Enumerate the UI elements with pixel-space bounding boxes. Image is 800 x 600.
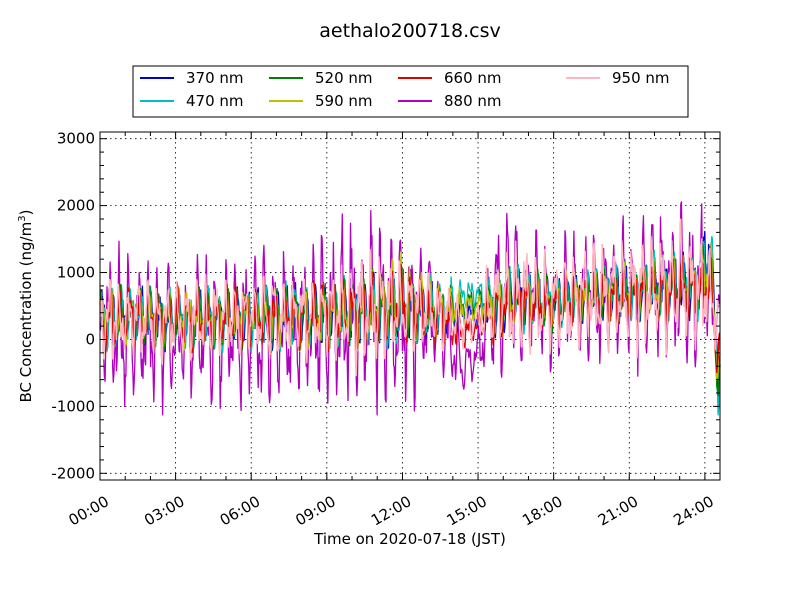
y-tick-label-2: 0: [85, 330, 95, 348]
x-axis-label: Time on 2020-07-18 (JST): [313, 530, 506, 548]
legend-label-880-nm: 880 nm: [444, 92, 502, 110]
y-tick-label-5: 3000: [57, 130, 95, 148]
legend-frame: [132, 65, 689, 118]
legend-label-520-nm: 520 nm: [315, 69, 373, 87]
plot-frame: [99, 131, 721, 481]
y-tick-label-0: -2000: [51, 464, 95, 482]
legend-label-950-nm: 950 nm: [612, 69, 670, 87]
legend-label-470-nm: 470 nm: [186, 92, 244, 110]
legend-label-660-nm: 660 nm: [444, 69, 502, 87]
y-tick-label-4: 2000: [57, 197, 95, 215]
y-axis-label-main: BC Concentration (ng/m: [17, 222, 35, 403]
series-line-950-nm: [99, 218, 721, 377]
legend-label-370-nm: 370 nm: [186, 69, 244, 87]
legend: 370 nm 470 nm 520 nm 590 nm 660 nm 880 nm 950 …: [132, 65, 689, 118]
y-axis-label-close: ): [17, 210, 35, 216]
ticks: [99, 132, 720, 480]
y-axis-label: BC Concentration (ng/m3): [17, 210, 35, 403]
legend-label-590-nm: 590 nm: [315, 92, 373, 110]
chart-title: aethalo200718.csv: [319, 20, 501, 42]
y-tick-label-1: -1000: [51, 397, 95, 415]
y-tick-label-3: 1000: [57, 264, 95, 282]
series-lines: [99, 201, 721, 416]
y-axis-label-sup: 3: [17, 215, 28, 221]
